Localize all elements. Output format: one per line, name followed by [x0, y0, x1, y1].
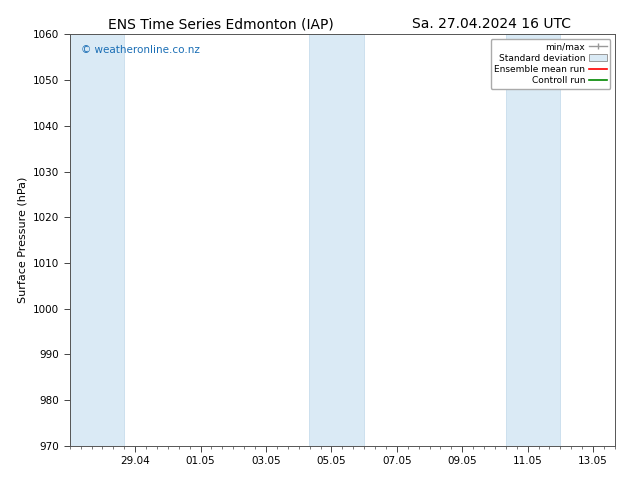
- Bar: [70, 34, 124, 446]
- Bar: [309, 34, 364, 446]
- Text: Sa. 27.04.2024 16 UTC: Sa. 27.04.2024 16 UTC: [412, 17, 571, 31]
- Text: ENS Time Series Edmonton (IAP): ENS Time Series Edmonton (IAP): [108, 17, 333, 31]
- Bar: [506, 34, 560, 446]
- Y-axis label: Surface Pressure (hPa): Surface Pressure (hPa): [18, 177, 27, 303]
- Text: © weatheronline.co.nz: © weatheronline.co.nz: [81, 45, 200, 54]
- Legend: min/max, Standard deviation, Ensemble mean run, Controll run: min/max, Standard deviation, Ensemble me…: [491, 39, 611, 89]
